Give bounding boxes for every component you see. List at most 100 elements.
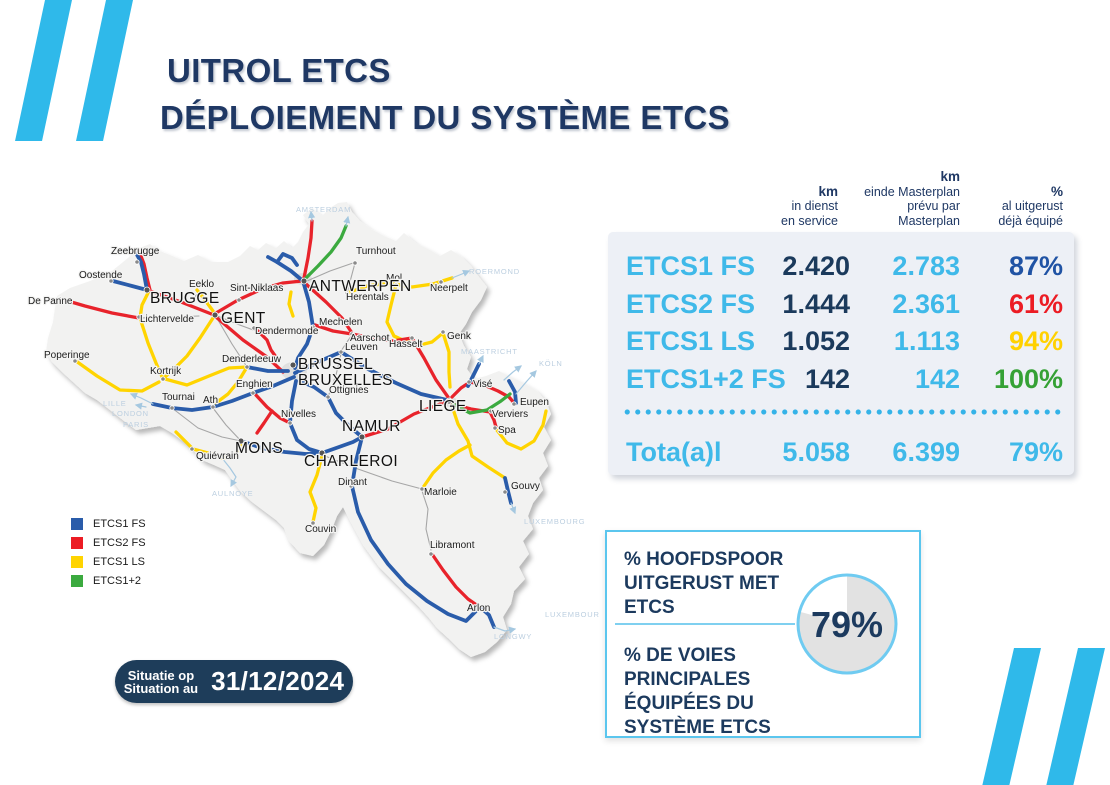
station-dot — [492, 425, 498, 431]
station-dot — [136, 314, 142, 320]
city-label: Nivelles — [281, 409, 316, 420]
station-dot — [466, 379, 472, 385]
station-dot — [349, 331, 355, 337]
rail-line-green — [303, 224, 348, 281]
table-header: km in dienst en service — [781, 184, 838, 229]
rail-line-yellow — [163, 316, 215, 379]
belgium-rail-map: AMSTERDAM ROERMOND MAASTRICHT KÖLN LUXEMBOUR… — [25, 195, 606, 670]
belgium-outline — [46, 202, 551, 657]
date-caption-nl: Situatie op — [127, 667, 195, 683]
rail-line-yellow — [287, 290, 295, 318]
city-label: Herentals — [346, 292, 389, 303]
city-label: Eeklo — [189, 279, 214, 290]
legend-label: ETCS1 FS — [93, 517, 146, 530]
rail-line-red — [214, 315, 285, 374]
city-label: Spa — [498, 425, 516, 436]
legend-swatch-icon — [71, 555, 83, 568]
rail-line-blue — [134, 251, 149, 292]
city-label: Poperinge — [44, 350, 90, 361]
city-label: ANTWERPEN — [309, 278, 412, 295]
page-title-fr: DÉPLOIEMENT DU SYSTÈME ETCS — [160, 99, 731, 136]
city-label: Tournai — [162, 392, 195, 403]
external-destination-label: PARIS — [123, 420, 149, 429]
rail-line-red — [302, 219, 314, 280]
city-label: Dendermonde — [255, 326, 319, 337]
map-svg: AMSTERDAM ROERMOND MAASTRICHT KÖLN LUXEMBOUR… — [27, 202, 606, 657]
rail-line-intl — [134, 402, 147, 410]
row-km-masterplan: 2.783 — [892, 251, 960, 281]
rail-line-gray — [324, 455, 423, 490]
station-dot — [108, 278, 114, 284]
city-label: Ath — [203, 395, 218, 406]
station-dot — [419, 486, 425, 492]
station-dot — [338, 349, 344, 355]
table-header-line: déjà équipé — [998, 213, 1063, 228]
table-header-line: % — [1050, 183, 1063, 199]
rail-line-red — [360, 399, 453, 439]
city-label: Verviers — [492, 409, 528, 420]
date-caption-fr: Situation au — [123, 680, 199, 696]
city-label: BRUXELLES — [298, 372, 393, 389]
external-destination-label: LUXEMBOURG — [524, 517, 585, 526]
table-header: % al uitgerust déjà équipé — [998, 183, 1063, 229]
row-percent-equipped: 87% — [1008, 251, 1063, 281]
row-km-masterplan: 2.361 — [892, 288, 960, 319]
row-km-in-service: 2.420 — [782, 251, 850, 281]
city-label: Ottignies — [329, 385, 368, 396]
city-label: Denderleeuw — [222, 354, 282, 365]
city-label: LIEGE — [419, 398, 467, 415]
rail-line-red — [59, 297, 141, 320]
city-label: Turnhout — [356, 246, 396, 257]
rail-line-yellow — [138, 291, 165, 381]
rail-line-gray — [327, 353, 342, 398]
city-label: Genk — [447, 331, 472, 342]
external-destination-label: LONDON — [112, 409, 149, 418]
rail-line-intl — [343, 215, 351, 227]
rail-line-intl — [515, 370, 537, 395]
city-label: Mechelen — [319, 317, 362, 328]
legend-swatch-icon — [71, 536, 83, 549]
table-header-line: km — [940, 169, 960, 184]
stripe-icon — [15, 0, 72, 141]
stripe-icon — [76, 0, 133, 141]
table-header-line: in dienst — [791, 199, 838, 213]
city-label: Lichtervelde — [140, 314, 194, 325]
station-dot — [310, 324, 316, 330]
rail-line-intl — [509, 502, 517, 515]
row-label: ETCS1+2 FS — [626, 363, 786, 394]
table-header-line: en service — [781, 213, 838, 228]
rail-line-gray — [255, 327, 306, 332]
rail-line-green — [451, 392, 512, 415]
table-row: ETCS1 LS 1.052 1.113 94% — [608, 323, 1074, 360]
rail-line-yellow — [308, 454, 324, 524]
station-dot — [325, 394, 331, 400]
legend-label: ETCS2 FS — [93, 536, 146, 549]
city-label: CHARLEROI — [304, 453, 398, 470]
station-dot — [502, 489, 508, 495]
station-dot — [318, 449, 326, 457]
external-destination-label: LILLE — [103, 399, 127, 408]
rail-line-red — [256, 329, 278, 359]
table-header-line: einde Masterplan — [864, 184, 960, 199]
station-dot — [211, 311, 219, 319]
info-divider — [615, 623, 795, 625]
station-dot — [189, 446, 195, 452]
station-dot — [251, 325, 257, 331]
date-value: 31/12/2024 — [211, 666, 345, 696]
rail-line-yellow — [392, 331, 445, 348]
city-label: BRUSSEL — [298, 356, 373, 373]
total-masterplan: 6.399 — [892, 437, 960, 467]
legend-swatch-icon — [71, 574, 83, 587]
city-label: Oostende — [79, 270, 123, 281]
pie-ring — [796, 573, 898, 675]
city-label: Sint-Niklaas — [230, 283, 283, 294]
city-label: Visé — [473, 379, 493, 390]
station-dot — [440, 329, 446, 335]
station-dot — [169, 405, 175, 411]
pie-percent-label: 79% — [811, 604, 883, 645]
station-dot — [160, 376, 166, 382]
city-label: Neerpelt — [430, 283, 468, 294]
rail-line-gray — [346, 262, 356, 294]
city-label: Eupen — [520, 397, 549, 408]
external-destination-label: LONGWY — [494, 632, 532, 641]
